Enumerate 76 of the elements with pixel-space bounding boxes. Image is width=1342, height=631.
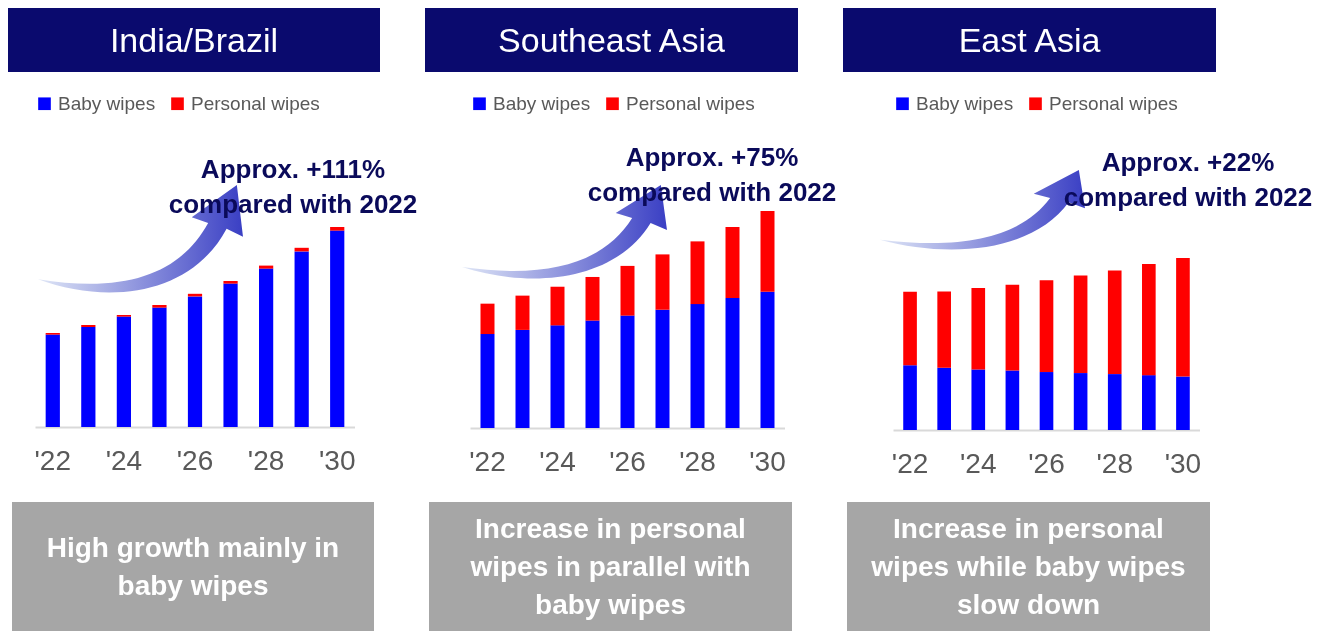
bar xyxy=(259,265,274,269)
bar xyxy=(1005,370,1020,430)
legend-label: Personal wipes xyxy=(191,92,320,114)
x-tick-label: '24 xyxy=(105,444,143,476)
bar xyxy=(259,268,274,427)
bar xyxy=(1107,270,1122,375)
bar xyxy=(937,367,951,430)
bar xyxy=(760,291,775,428)
bar xyxy=(550,286,565,326)
text: Increase in personal wipes while baby wipes slow down xyxy=(847,502,1210,631)
bar xyxy=(1142,264,1156,376)
legend-label: Personal wipes xyxy=(1049,92,1178,114)
x-tick-label: '22 xyxy=(891,447,929,479)
x-tick-label: '28 xyxy=(247,444,285,476)
bar xyxy=(690,304,705,428)
bar xyxy=(330,230,345,427)
x-tick-label: '26 xyxy=(176,444,214,476)
legend-label: Baby wipes xyxy=(58,92,156,114)
chart-title: India/Brazil xyxy=(8,8,380,72)
bar xyxy=(116,316,131,427)
bar xyxy=(81,327,96,427)
bar xyxy=(903,291,917,366)
bar xyxy=(585,276,600,321)
bar xyxy=(1039,372,1054,430)
bar xyxy=(45,334,60,427)
x-tick-label: '28 xyxy=(1096,447,1133,479)
legend-label: Personal wipes xyxy=(626,92,755,114)
x-tick-label: '22 xyxy=(469,445,506,477)
bar xyxy=(330,227,345,231)
bar xyxy=(655,309,670,428)
x-tick-label: '28 xyxy=(679,445,716,477)
x-tick-label: '30 xyxy=(1164,447,1202,479)
bar xyxy=(903,365,917,430)
bar xyxy=(971,287,986,370)
text: Increase in personal wipes in parallel with baby wipes xyxy=(429,502,792,631)
bar xyxy=(1142,375,1156,430)
bar xyxy=(655,254,670,310)
bar xyxy=(1107,374,1122,430)
legend-label: Baby wipes xyxy=(493,92,591,114)
bar xyxy=(480,334,495,428)
bar xyxy=(223,281,238,284)
x-tick-label: '24 xyxy=(960,447,997,479)
x-tick-label: '30 xyxy=(318,444,356,476)
bar xyxy=(152,305,167,308)
x-tick-label: '26 xyxy=(1028,447,1065,479)
x-tick-label: '30 xyxy=(749,445,786,477)
bar xyxy=(1039,280,1054,373)
bar xyxy=(725,227,740,299)
bar xyxy=(937,291,951,368)
bar xyxy=(620,265,635,316)
bar xyxy=(1005,284,1020,371)
bar xyxy=(620,315,635,428)
x-tick-label: '26 xyxy=(609,445,646,477)
bar xyxy=(550,325,565,428)
x-tick-label: '24 xyxy=(539,445,576,477)
bar xyxy=(480,303,495,335)
bar xyxy=(187,296,203,427)
text: High growth mainly in baby wipes xyxy=(12,502,374,631)
bar xyxy=(585,320,600,428)
bar xyxy=(152,307,167,427)
bar xyxy=(515,295,530,330)
chart-title: Southeast Asia xyxy=(425,8,798,72)
bar xyxy=(1176,258,1190,377)
bar xyxy=(223,283,238,427)
bar xyxy=(760,211,775,292)
bar xyxy=(515,329,530,428)
x-tick-label: '22 xyxy=(34,444,72,476)
bar xyxy=(971,369,986,430)
legend-label: Baby wipes xyxy=(916,92,1014,114)
chart-title: East Asia xyxy=(843,8,1216,72)
bar xyxy=(725,298,740,428)
bar xyxy=(1073,373,1088,430)
bar xyxy=(690,241,705,305)
bar xyxy=(294,251,309,427)
bar xyxy=(1176,376,1190,430)
bar xyxy=(1073,275,1088,374)
